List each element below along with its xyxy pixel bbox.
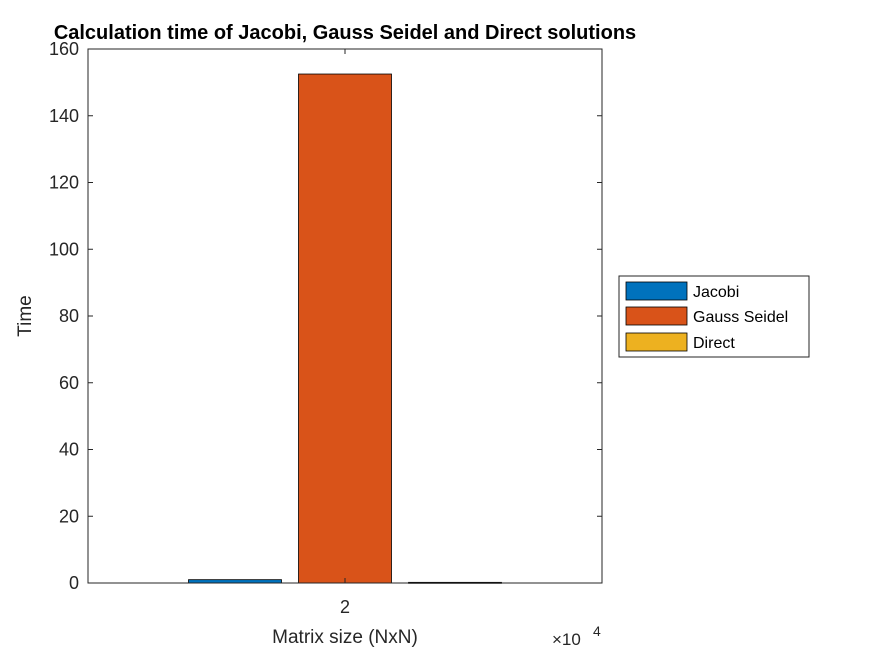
y-tick-label-60: 60 [59,373,79,393]
ticks-layer: 0 20 40 60 80 100 120 140 160 [49,39,602,593]
legend-item-gauss-seidel[interactable]: Gauss Seidel [625,306,788,326]
y-tick-label-140: 140 [49,106,79,126]
y-tick-label-120: 120 [49,173,79,193]
y-tick-label-0: 0 [69,573,79,593]
y-tick-label-20: 20 [59,506,79,526]
y-tick-label-160: 160 [49,39,79,59]
legend-swatch-direct [625,332,688,352]
legend-label-direct: Direct [693,335,735,352]
x-axis-exponent-power: 4 [593,623,601,639]
x-axis-exponent-base: ×10 [552,630,581,649]
legend-swatch-jacobi [625,281,688,301]
x-axis-exponent: ×10 4 [552,623,601,649]
legend-swatch-gauss-seidel [625,306,688,326]
x-tick-label: 2 [340,597,350,617]
y-tick-label-40: 40 [59,440,79,460]
legend-item-direct[interactable]: Direct [625,332,735,352]
y-tick-label-80: 80 [59,306,79,326]
legend[interactable]: Jacobi Gauss Seidel Direct [618,275,810,358]
legend-label-jacobi: Jacobi [693,284,739,301]
legend-item-jacobi[interactable]: Jacobi [625,281,739,301]
y-tick-label-100: 100 [49,239,79,259]
bar-jacobi [188,579,282,584]
x-axis-label: Matrix size (NxN) [272,627,418,648]
y-axis-label: Time [15,295,36,337]
bars-layer [188,73,502,584]
bar-gauss-seidel [298,73,392,584]
legend-label-gauss-seidel: Gauss Seidel [693,309,788,326]
chart-title: Calculation time of Jacobi, Gauss Seidel… [54,22,636,44]
